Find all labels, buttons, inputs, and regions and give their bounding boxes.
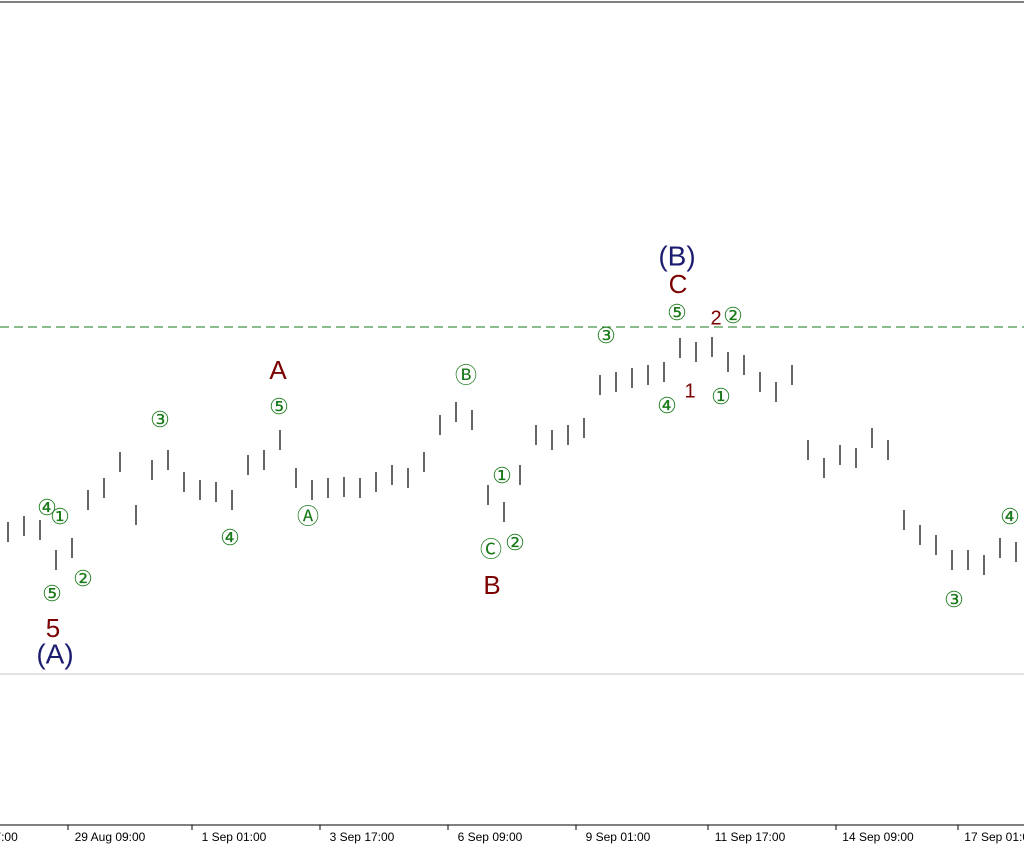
wave-label: Ⓐ	[297, 504, 319, 529]
wave-label: ④	[1000, 504, 1020, 529]
wave-label: (A)	[36, 638, 73, 669]
wave-label: Ⓒ	[480, 537, 502, 562]
wave-label: 1	[684, 380, 695, 402]
wave-label: ④	[657, 393, 677, 418]
wave-label: ③	[596, 323, 616, 348]
x-tick-label: 9 Sep 01:00	[586, 830, 651, 844]
wave-label: ④	[37, 495, 57, 520]
x-tick-label: 1 Sep 01:00	[202, 830, 267, 844]
wave-label: ②	[723, 303, 743, 328]
wave-label: 5	[46, 613, 60, 643]
wave-label: C	[669, 269, 688, 299]
wave-label: A	[269, 355, 287, 385]
x-tick-label: 29 Aug 09:00	[75, 830, 146, 844]
x-tick-label: 11 Sep 17:00	[715, 830, 786, 844]
wave-label: ③	[944, 587, 964, 612]
wave-label: ⑤	[42, 581, 62, 606]
wave-label: 2	[710, 307, 721, 329]
wave-label: ①	[711, 384, 731, 409]
wave-label: ③	[150, 407, 170, 432]
x-tick-label: 14 Sep 09:00	[842, 830, 914, 844]
wave-label: B	[483, 570, 500, 600]
wave-label: ⑤	[667, 300, 687, 325]
x-tick-label: 6 Sep 09:00	[458, 830, 523, 844]
wave-label: ②	[73, 566, 93, 591]
wave-label: ①	[50, 504, 70, 529]
wave-label: ①	[492, 463, 512, 488]
wave-label: ④	[220, 525, 240, 550]
wave-label: (B)	[658, 240, 695, 271]
wave-label: ⑤	[269, 394, 289, 419]
wave-label: ②	[505, 530, 525, 555]
wave-label: Ⓑ	[455, 363, 477, 388]
x-tick-label: 3 Sep 17:00	[330, 830, 395, 844]
x-tick-label: 27 Aug 17:00	[0, 830, 18, 844]
x-tick-label: 17 Sep 01:00	[964, 830, 1024, 844]
